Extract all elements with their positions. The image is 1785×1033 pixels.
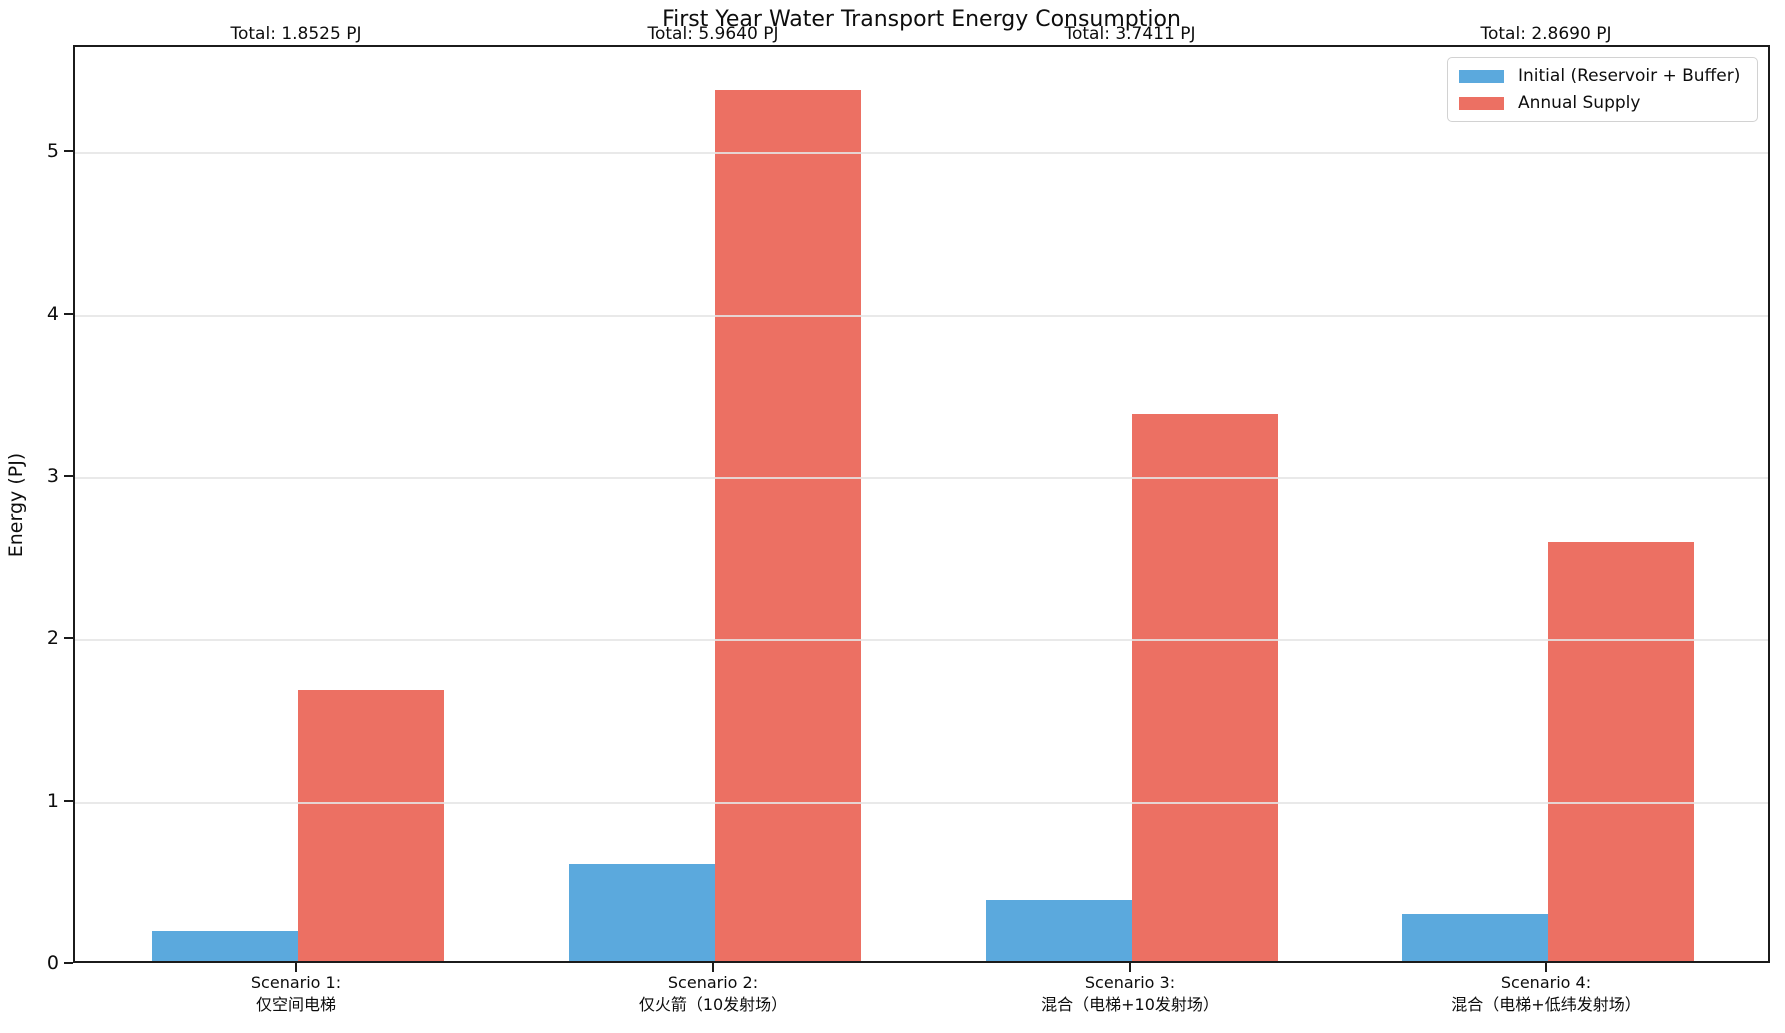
x-tick-label-line2: 混合（电梯+10发射场） [1041, 995, 1219, 1014]
total-annotation: Total: 1.8525 PJ [230, 24, 362, 44]
bar-initial [152, 930, 298, 961]
x-tick-label: Scenario 2: 仅火箭（10发射场） [639, 972, 787, 1016]
x-tick-label: Scenario 4: 混合（电梯+低纬发射场） [1451, 972, 1640, 1016]
x-tick-label: Scenario 1: 仅空间电梯 [251, 972, 341, 1016]
total-annotation: Total: 3.7411 PJ [1064, 24, 1196, 44]
legend-swatch [1459, 96, 1504, 110]
y-tick-mark [64, 637, 73, 640]
gridline [75, 314, 1768, 317]
x-tick-label-line1: Scenario 2: [667, 973, 759, 992]
gridline [75, 152, 1768, 155]
y-tick-label: 3 [46, 464, 59, 487]
bar-initial [986, 900, 1132, 961]
y-tick-mark [64, 474, 73, 477]
x-tick-label-line2: 混合（电梯+低纬发射场） [1451, 995, 1641, 1014]
y-tick-label: 2 [46, 627, 59, 650]
y-tick-label: 5 [46, 140, 59, 163]
x-tick-label-line1: Scenario 3: [1084, 973, 1176, 992]
x-tick-mark [295, 963, 297, 972]
y-tick-mark [64, 312, 73, 315]
legend-swatch [1459, 69, 1504, 83]
y-tick-mark [64, 799, 73, 802]
y-tick-mark [64, 150, 73, 153]
gridline [75, 476, 1768, 479]
total-annotation: Total: 5.9640 PJ [647, 24, 779, 44]
total-annotation: Total: 2.8690 PJ [1480, 24, 1612, 44]
chart-title: First Year Water Transport Energy Consum… [662, 7, 1181, 32]
x-tick-mark [1545, 963, 1547, 972]
y-tick-mark [64, 962, 73, 964]
y-tick-label: 4 [46, 302, 59, 325]
x-tick-label-line1: Scenario 1: [250, 973, 342, 992]
plot-area [73, 45, 1770, 963]
legend-item: Initial (Reservoir + Buffer) [1459, 66, 1757, 86]
x-tick-label-line2: 仅空间电梯 [255, 995, 336, 1014]
bar-annual-supply [298, 690, 444, 961]
legend: Initial (Reservoir + Buffer) Annual Suppl… [1447, 57, 1758, 122]
x-tick-mark [712, 963, 714, 972]
x-tick-label: Scenario 3: 混合（电梯+10发射场） [1041, 972, 1219, 1016]
bar-annual-supply [1132, 414, 1278, 961]
x-tick-mark [1129, 963, 1131, 972]
gridline [75, 801, 1768, 804]
gridline [75, 639, 1768, 642]
bar-annual-supply [715, 89, 861, 961]
y-axis-label: Energy (PJ) [5, 452, 27, 558]
legend-label: Initial (Reservoir + Buffer) [1518, 66, 1741, 86]
y-tick-label: 1 [46, 789, 59, 812]
legend-item: Annual Supply [1459, 93, 1757, 113]
bar-annual-supply [1548, 541, 1694, 961]
x-tick-label-line2: 仅火箭（10发射场） [638, 995, 788, 1014]
bar-initial [569, 864, 715, 961]
y-tick-label: 0 [46, 952, 59, 974]
legend-label: Annual Supply [1518, 93, 1641, 113]
bar-initial [1402, 914, 1548, 961]
x-tick-label-line1: Scenario 4: [1500, 973, 1592, 992]
